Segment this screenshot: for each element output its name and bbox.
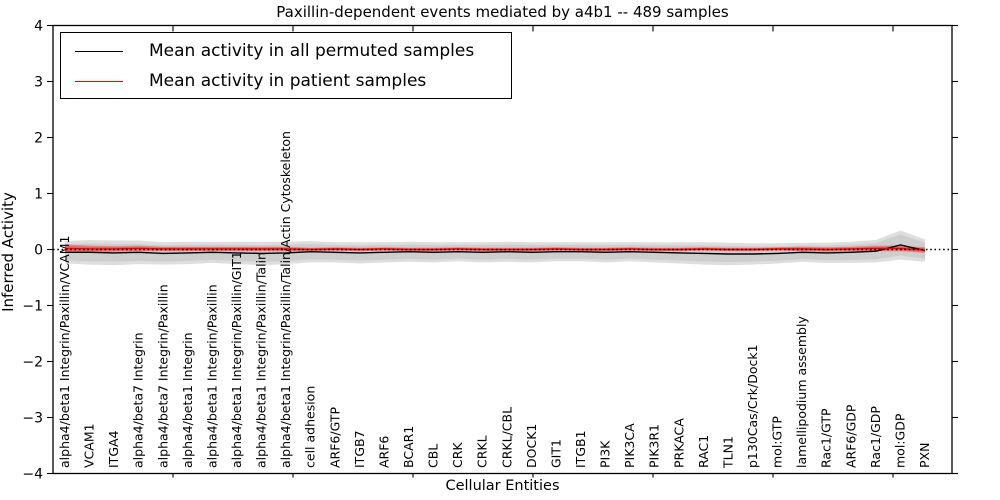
x-tick-label: DOCK1	[524, 424, 539, 468]
permuted-confidence-band-inner	[65, 234, 925, 262]
x-tick-label: CRKL/CBL	[499, 407, 514, 468]
x-tick-label: CRKL	[475, 435, 490, 468]
x-tick-label: PI3K	[598, 440, 613, 468]
x-tick-label: ARF6/GDP	[843, 404, 858, 468]
legend: Mean activity in all permuted samples Me…	[60, 32, 512, 99]
x-tick-label: Rac1/GTP	[819, 408, 834, 468]
x-tick-label: alpha4/beta1 Integrin/Paxillin/GIT1	[229, 251, 244, 468]
y-tick-label: −2	[22, 355, 43, 371]
legend-label-permuted: Mean activity in all permuted samples	[149, 41, 475, 61]
chart-title: Paxillin-dependent events mediated by a4…	[276, 3, 729, 21]
x-tick-label: mol:GDP	[892, 413, 907, 468]
x-tick-label: alpha4/beta7 Integrin/Paxillin	[155, 284, 170, 468]
x-tick-label: PRKACA	[671, 418, 686, 468]
x-tick-label: PIK3R1	[647, 424, 662, 468]
x-tick-label: alpha4/beta1 Integrin/Paxillin/VCAM1	[57, 236, 72, 468]
x-tick-label: CRK	[450, 442, 465, 468]
y-tick-label: 1	[34, 187, 43, 203]
x-tick-label: cell adhesion	[303, 386, 318, 468]
y-tick-label: 4	[34, 19, 43, 35]
x-tick-label: alpha4/beta7 Integrin	[131, 332, 146, 468]
x-tick-label: Rac1/GDP	[868, 406, 883, 468]
x-tick-label: PXN	[917, 443, 932, 468]
x-tick-label: RAC1	[696, 435, 711, 468]
y-tick-label: −4	[22, 467, 43, 483]
legend-line-sample-red	[75, 80, 123, 82]
x-tick-label: ITGA4	[106, 430, 121, 468]
legend-label-patient: Mean activity in patient samples	[149, 71, 427, 91]
legend-entry-patient: Mean activity in patient samples	[61, 66, 511, 96]
permuted-confidence-band	[65, 230, 925, 266]
x-tick-label: ARF6/GTP	[327, 407, 342, 468]
x-tick-label: ARF6	[376, 436, 391, 468]
x-tick-label: alpha4/beta1 Integrin/Paxillin/Talin	[254, 252, 269, 468]
legend-line-sample-black	[75, 50, 123, 52]
x-tick-label: VCAM1	[82, 423, 97, 468]
y-tick-label: 0	[34, 243, 43, 259]
x-tick-label: p130Cas/Crk/Dock1	[745, 344, 760, 468]
patient-confidence-band	[65, 244, 925, 253]
y-tick-label: −3	[22, 411, 43, 427]
x-tick-label: CBL	[426, 444, 441, 468]
x-tick-label: alpha4/beta1 Integrin	[180, 332, 195, 468]
y-tick-label: −1	[22, 299, 43, 315]
x-tick-label: GIT1	[548, 439, 563, 468]
y-tick-label: 2	[34, 131, 43, 147]
legend-entry-permuted: Mean activity in all permuted samples	[61, 36, 511, 66]
x-tick-label: TLN1	[720, 436, 735, 469]
x-axis-label: Cellular Entities	[445, 478, 560, 494]
x-tick-label: PIK3CA	[622, 423, 637, 468]
x-tick-label: alpha4/beta1 Integrin/Paxillin/Talin/Act…	[278, 131, 293, 468]
x-tick-label: BCAR1	[401, 426, 416, 468]
x-tick-label: ITGB1	[573, 430, 588, 468]
y-tick-label: 3	[34, 75, 43, 91]
x-tick-label: alpha4/beta1 Integrin/Paxillin	[204, 284, 219, 468]
permuted-mean-line	[65, 244, 926, 255]
x-tick-label: lamellipodium assembly	[794, 316, 809, 468]
x-tick-label: mol:GTP	[770, 416, 785, 468]
x-tick-label: ITGB7	[352, 430, 367, 468]
